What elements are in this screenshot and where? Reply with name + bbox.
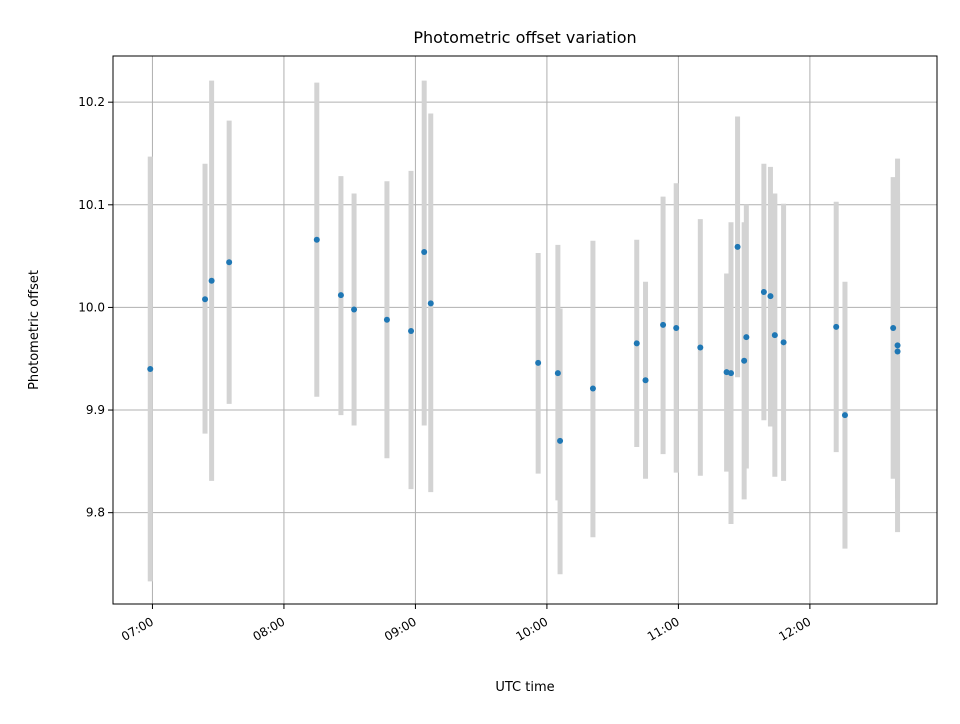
y-tick-label: 9.8 <box>86 506 105 520</box>
data-point <box>697 344 704 351</box>
data-point <box>313 236 320 243</box>
data-point <box>642 377 649 384</box>
data-point <box>767 293 774 300</box>
data-point <box>741 357 748 364</box>
x-axis-label: UTC time <box>495 680 554 695</box>
data-point <box>673 324 680 331</box>
data-point <box>833 323 840 330</box>
data-point <box>226 259 233 266</box>
y-tick-label: 10.2 <box>78 95 105 109</box>
data-point <box>660 321 667 328</box>
plot-frame <box>112 55 938 605</box>
data-point <box>841 412 848 419</box>
y-tick-label: 9.9 <box>86 403 105 417</box>
data-point <box>728 370 734 377</box>
data-point <box>383 316 390 323</box>
data-point <box>351 306 358 313</box>
data-point <box>554 370 561 377</box>
data-points <box>147 236 901 444</box>
data-point <box>147 365 154 372</box>
data-point <box>890 324 897 331</box>
data-point <box>780 339 787 346</box>
data-point <box>421 249 428 256</box>
data-point <box>557 437 564 444</box>
data-point <box>208 277 215 284</box>
data-point <box>633 340 640 347</box>
data-point <box>771 332 778 339</box>
data-point <box>734 243 741 250</box>
data-point <box>337 292 344 299</box>
chart-title: Photometric offset variation <box>413 28 636 47</box>
y-axis-ticks: 9.8 9.9 10.0 10.1 10.2 <box>78 95 113 520</box>
y-tick-label: 10.0 <box>78 300 105 314</box>
y-axis-label: Photometric offset <box>27 270 42 390</box>
data-point <box>535 359 542 366</box>
data-point <box>427 300 434 307</box>
y-tick-label: 10.1 <box>78 198 105 212</box>
data-point <box>589 385 596 392</box>
data-point <box>894 348 901 355</box>
data-point <box>202 296 209 303</box>
data-point <box>408 328 415 335</box>
data-point <box>894 342 901 349</box>
data-point <box>760 289 767 296</box>
data-point <box>743 334 750 341</box>
